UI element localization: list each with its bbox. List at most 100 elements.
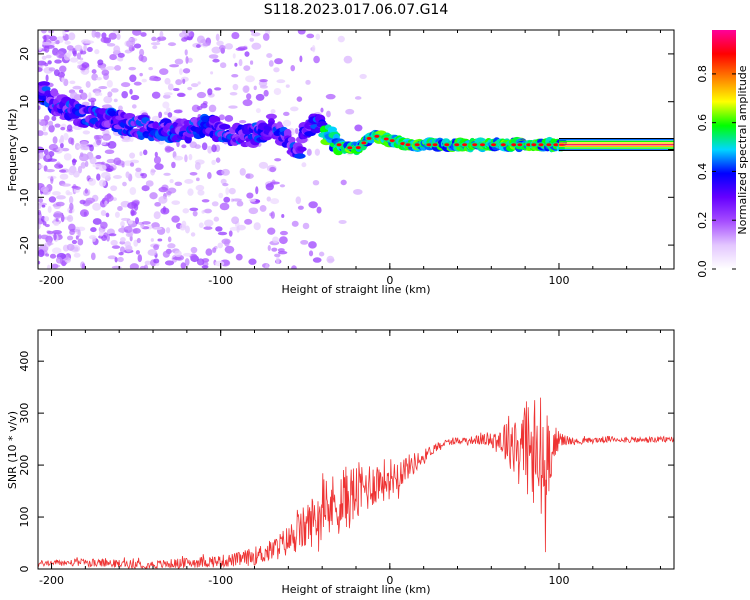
spectrogram-noise-cell	[66, 124, 73, 132]
x-tick-label: 0	[386, 274, 393, 287]
spectrogram-noise-cell	[195, 184, 205, 191]
spectrogram-noise-cell	[41, 204, 46, 208]
spectrogram-noise-cell	[139, 72, 143, 77]
spectrogram-noise-cell	[212, 247, 217, 253]
spectrogram-noise-cell	[92, 202, 101, 211]
spectrogram-noise-cell	[270, 109, 276, 114]
spectrogram-noise-cell	[96, 173, 101, 181]
spectrogram-noise-cell	[76, 52, 82, 60]
spectrogram-noise-cell	[202, 42, 211, 47]
spectrogram-noise-cell	[101, 69, 110, 76]
spectrogram-noise-cell	[143, 264, 149, 269]
spectrogram-noise-cell	[38, 260, 41, 265]
spectrogram-noise-cell	[71, 239, 78, 245]
spectrogram-noise-cell	[151, 115, 160, 122]
spectrogram-noise-cell	[133, 239, 139, 247]
spectrogram-noise-cell	[61, 183, 71, 187]
spectrogram-noise-cell	[83, 44, 87, 52]
spectrogram-noise-cell	[61, 147, 70, 152]
spectrogram-noise-cell	[181, 220, 187, 229]
spectrogram-noise-cell	[72, 50, 77, 57]
spectrogram-noise-cell	[72, 85, 82, 90]
spectrogram-ridge-cell	[294, 153, 306, 159]
spectrogram-noise-cell	[79, 199, 86, 205]
spectrogram-noise-cell	[38, 249, 45, 258]
spectrogram-noise-cell	[38, 47, 42, 52]
spectrogram-noise-cell	[197, 81, 201, 85]
spectrogram-noise-cell	[174, 58, 184, 65]
spectrogram-noise-cell	[38, 67, 43, 73]
spectrogram-noise-cell	[176, 92, 186, 98]
spectrogram-noise-cell	[153, 258, 160, 264]
spectrogram-noise-cell	[129, 74, 137, 83]
spectrogram-noise-cell	[79, 141, 89, 147]
spectrogram-noise-cell	[98, 179, 107, 187]
spectrogram-peak-core	[538, 143, 544, 147]
spectrogram-noise-cell	[232, 53, 236, 59]
spectrogram-noise-cell	[38, 209, 42, 216]
spectrogram-noise-cell	[68, 137, 74, 145]
spectrogram-noise-cell	[120, 236, 126, 243]
spectrogram-noise-cell	[207, 88, 213, 96]
spectrogram-noise-cell	[132, 30, 142, 36]
spectrogram-noise-cell	[107, 255, 117, 260]
spectrogram-noise-cell	[80, 50, 87, 55]
spectrogram-noise-cell	[48, 120, 54, 127]
spectrogram-noise-cell	[59, 173, 69, 180]
spectrogram-noise-cell	[291, 265, 297, 269]
spectrogram-noise-cell	[124, 241, 131, 248]
spectrogram-noise-cell	[70, 91, 78, 100]
spectrogram-noise-cell	[129, 187, 137, 196]
spectrogram-noise-cell	[121, 163, 125, 168]
spectrogram-noise-cell	[110, 239, 118, 246]
spectrogram-noise-cell	[163, 172, 171, 176]
spectrogram-noise-cell	[147, 249, 158, 256]
spectrogram-peak-core	[526, 143, 532, 147]
spectrogram-noise-cell	[235, 47, 246, 51]
spectrogram-noise-cell	[203, 226, 213, 230]
spectrogram-noise-cell	[105, 168, 113, 172]
spectrogram-noise-cell	[180, 262, 187, 269]
spectrogram-noise-cell	[224, 245, 235, 254]
spectrogram-peak-core	[500, 143, 506, 147]
spectrogram-noise-cell	[314, 148, 320, 156]
spectrogram-peak-core	[414, 143, 420, 147]
spectrogram-noise-cell	[77, 229, 81, 238]
spectrogram-noise-cell	[40, 30, 47, 34]
spectrogram-noise-cell	[169, 179, 174, 184]
spectrogram-noise-cell	[265, 183, 274, 191]
spectrogram-noise-cell	[129, 162, 135, 167]
spectrogram-noise-cell	[64, 30, 70, 33]
spectrogram-noise-cell	[162, 250, 170, 258]
spectrogram-noise-cell	[67, 50, 72, 57]
spectrogram-noise-cell	[108, 233, 117, 237]
spectrogram-noise-cell	[117, 58, 124, 62]
spectrogram-noise-cell	[326, 255, 335, 264]
spectrogram-noise-cell	[301, 162, 307, 168]
spectrogram-noise-cell	[244, 218, 253, 225]
spectrogram-noise-cell	[242, 85, 250, 94]
spectrogram-noise-cell	[160, 207, 170, 215]
spectrogram-noise-cell	[207, 171, 212, 180]
spectrogram-noise-cell	[60, 142, 64, 149]
spectrogram-noise-cell	[345, 108, 355, 115]
y-tick-label: -10	[18, 188, 31, 206]
spectrogram-noise-cell	[255, 186, 259, 195]
spectrogram-y-label: Frequency (Hz)	[6, 109, 19, 192]
spectrogram-noise-cell	[77, 238, 84, 246]
spectrogram-noise-cell	[103, 95, 113, 104]
spectrogram-noise-cell	[204, 219, 214, 227]
spectrogram-noise-cell	[245, 173, 251, 179]
spectrogram-noise-cell	[219, 45, 226, 51]
spectrogram-noise-cell	[211, 144, 217, 153]
spectrogram-noise-cell	[282, 119, 292, 127]
spectrogram-noise-cell	[135, 250, 141, 255]
spectrogram-noise-cell	[90, 252, 96, 261]
spectrogram-noise-cell	[187, 86, 193, 91]
spectrogram-noise-cell	[270, 181, 280, 185]
spectrogram-noise-cell	[166, 107, 171, 113]
spectrogram-noise-cell	[343, 55, 353, 64]
spectrogram-noise-cell	[47, 60, 52, 65]
spectrogram-noise-cell	[136, 237, 141, 244]
spectrogram-noise-cell	[144, 260, 151, 265]
